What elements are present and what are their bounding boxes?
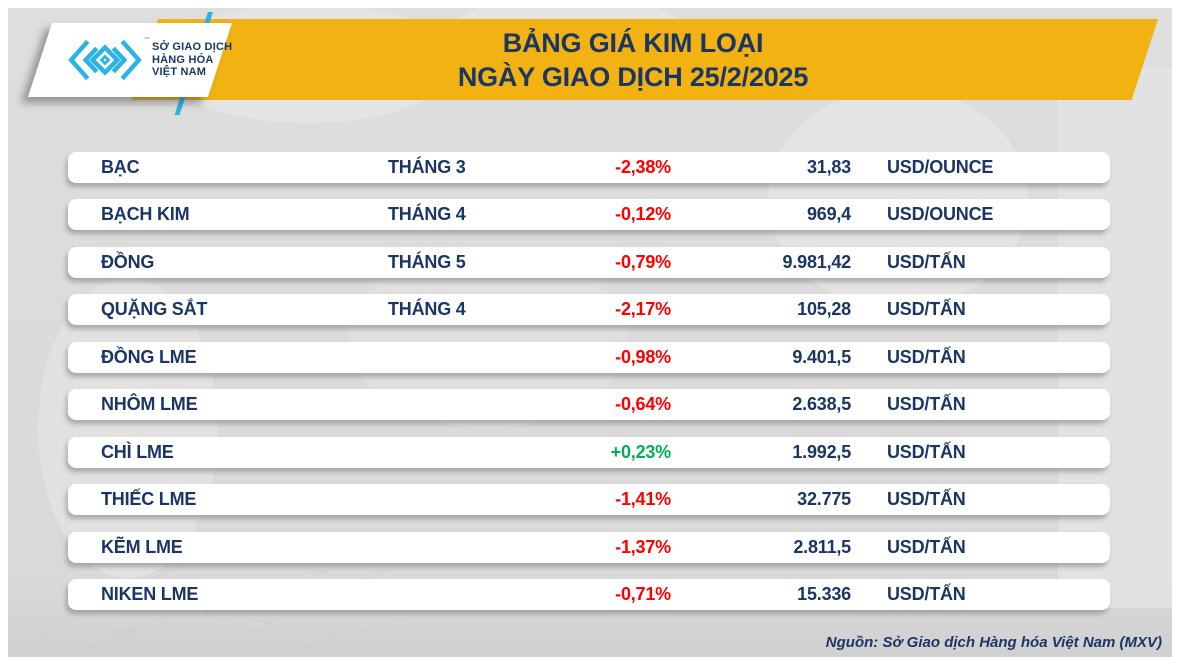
contract-month: THÁNG 3 — [388, 157, 466, 177]
price-row: ĐỒNG LME -0,98% 9.401,5 USD/TẤN — [68, 342, 1110, 373]
title-line-1: BẢNG GIÁ KIM LOẠI — [502, 28, 764, 58]
price-row: THIẾC LME -1,41% 32.775 USD/TẤN — [68, 484, 1110, 515]
price-value: 969,4 — [806, 204, 851, 224]
board-background: ™ SỞ GIAO DỊCH HÀNG HÓA VIỆT NAM BẢNG GI… — [8, 8, 1172, 657]
price-value: 9.401,5 — [792, 347, 851, 367]
price-unit: USD/TẤN — [887, 347, 966, 367]
mxv-logo-content: ™ SỞ GIAO DỊCH HÀNG HÓA VIỆT NAM — [52, 23, 232, 97]
change-percent: -2,17% — [615, 299, 671, 319]
price-value: 1.992,5 — [792, 442, 851, 462]
metal-name: BẠC — [101, 157, 140, 177]
price-row: BẠC THÁNG 3 -2,38% 31,83 USD/OUNCE — [68, 152, 1110, 183]
price-unit: USD/TẤN — [887, 299, 966, 319]
price-unit: USD/TẤN — [887, 442, 966, 462]
contract-month: THÁNG 4 — [388, 299, 466, 319]
price-unit: USD/TẤN — [887, 537, 966, 557]
price-value: 105,28 — [797, 299, 851, 319]
source-note: Nguồn: Sở Giao dịch Hàng hóa Việt Nam (M… — [825, 634, 1162, 651]
price-row: KẼM LME -1,37% 2.811,5 USD/TẤN — [68, 532, 1110, 563]
price-row: QUẶNG SẮT THÁNG 4 -2,17% 105,28 USD/TẤN — [68, 294, 1110, 325]
change-percent: -0,64% — [615, 394, 671, 414]
price-value: 2.811,5 — [793, 537, 851, 557]
price-row: NHÔM LME -0,64% 2.638,5 USD/TẤN — [68, 389, 1110, 420]
trademark-symbol: ™ — [144, 37, 150, 43]
change-percent: -0,98% — [615, 347, 671, 367]
mxv-logo-icon — [68, 39, 142, 81]
change-percent: +0,23% — [610, 442, 672, 462]
price-value: 31,83 — [806, 157, 851, 177]
price-value: 9.981,42 — [782, 252, 852, 272]
change-percent: -1,41% — [615, 489, 671, 509]
change-percent: -0,12% — [615, 204, 671, 224]
change-percent: -0,79% — [615, 252, 671, 272]
price-value: 2.638,5 — [792, 394, 851, 414]
price-unit: USD/TẤN — [887, 584, 966, 604]
mxv-logo-box: ™ SỞ GIAO DỊCH HÀNG HÓA VIỆT NAM — [27, 23, 232, 97]
metal-name: KẼM LME — [101, 537, 183, 557]
metal-name: THIẾC LME — [101, 489, 197, 509]
price-unit: USD/TẤN — [887, 394, 966, 414]
change-percent: -1,37% — [615, 537, 671, 557]
metal-name: NHÔM LME — [101, 394, 198, 414]
change-percent: -2,38% — [615, 157, 671, 177]
price-value: 15.336 — [797, 584, 851, 604]
title-line-2: NGÀY GIAO DỊCH 25/2/2025 — [457, 62, 809, 92]
metal-name: ĐỒNG — [101, 252, 155, 272]
page-title: BẢNG GIÁ KIM LOẠI NGÀY GIAO DỊCH 25/2/20… — [203, 26, 1063, 94]
price-row: NIKEN LME -0,71% 15.336 USD/TẤN — [68, 579, 1110, 610]
metal-name: NIKEN LME — [101, 584, 199, 604]
price-unit: USD/TẤN — [887, 252, 966, 272]
price-row: BẠCH KIM THÁNG 4 -0,12% 969,4 USD/OUNCE — [68, 199, 1110, 230]
change-percent: -0,71% — [615, 584, 671, 604]
price-value: 32.775 — [797, 489, 851, 509]
metal-name: ĐỒNG LME — [101, 347, 197, 367]
price-row: CHÌ LME +0,23% 1.992,5 USD/TẤN — [68, 437, 1110, 468]
price-table: BẠC THÁNG 3 -2,38% 31,83 USD/OUNCE BẠCH … — [68, 152, 1110, 632]
price-unit: USD/OUNCE — [887, 204, 994, 224]
price-row: ĐỒNG THÁNG 5 -0,79% 9.981,42 USD/TẤN — [68, 247, 1110, 278]
contract-month: THÁNG 5 — [388, 252, 466, 272]
contract-month: THÁNG 4 — [388, 204, 466, 224]
metal-name: QUẶNG SẮT — [101, 299, 208, 319]
price-unit: USD/TẤN — [887, 489, 966, 509]
price-unit: USD/OUNCE — [887, 157, 994, 177]
metal-name: CHÌ LME — [101, 442, 174, 462]
metal-name: BẠCH KIM — [101, 204, 190, 224]
